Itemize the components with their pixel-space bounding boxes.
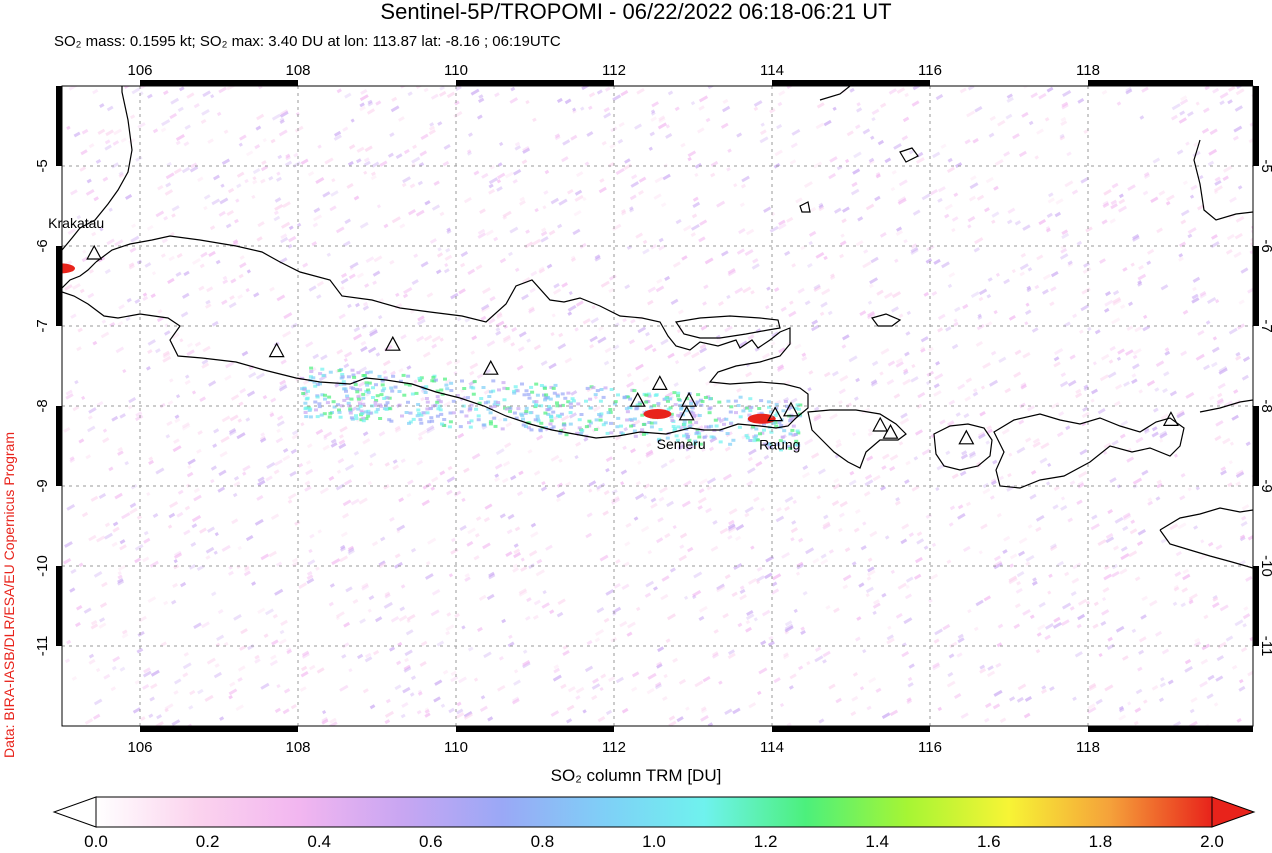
volcano-triangle-12 <box>958 429 975 445</box>
map-axes: 106 106 108 108 110 110 112 112 114 114 116 116 118 1… <box>34 62 1272 756</box>
so2-max-label: SO₂ max: <box>199 33 265 50</box>
colorbar-gradient <box>95 796 1213 828</box>
colorbar-tick-0.8: 0.8 <box>530 832 555 851</box>
colorbar-tick-2.0: 2.0 <box>1200 832 1224 851</box>
colorbar-tick-0.4: 0.4 <box>307 832 332 851</box>
coast-sumba <box>1159 507 1253 569</box>
volcano-triangle-8 <box>767 406 784 422</box>
volcano-markers: Krakatau Semeru Raung <box>48 215 1179 453</box>
volcano-triangle-4 <box>629 391 646 407</box>
so2-hotspot-0 <box>62 263 75 274</box>
coast-lombok <box>933 423 993 471</box>
colorbar-tick-0.2: 0.2 <box>195 832 220 851</box>
coast-sumatra <box>62 86 133 251</box>
coastlines <box>62 86 1253 569</box>
coast-sumbawa <box>993 413 1185 489</box>
volcano-triangle-11 <box>882 423 899 439</box>
lon-tick-bottom-114: 114 <box>760 739 784 756</box>
so2-mass-value: 0.1595 kt; <box>129 33 196 50</box>
lon-tick-top-108: 108 <box>285 62 310 79</box>
colorbar-tick-1.6: 1.6 <box>976 832 1001 851</box>
lon-tick-bottom-118: 118 <box>1076 739 1100 756</box>
lat-tick-left--11: -11 <box>34 636 51 657</box>
lon-tick-top-114: 114 <box>760 62 784 79</box>
volcano-label-semeru: Semeru <box>657 436 706 452</box>
lat-tick-right--11: -11 <box>1258 636 1272 657</box>
volcano-triangle-13 <box>1162 411 1179 426</box>
lat-tick-left--9: -9 <box>34 479 51 492</box>
so2-max-location: at lon: 113.87 lat: -8.16 ; 06:19UTC <box>327 33 561 50</box>
lat-tick-left--7: -7 <box>34 319 51 332</box>
colorbar-tick-0.0: 0.0 <box>84 832 108 851</box>
lon-tick-top-106: 106 <box>127 62 152 79</box>
lat-tick-left--8: -8 <box>34 399 51 412</box>
map-gridlines <box>62 86 1253 726</box>
coast-sumatra-south <box>62 261 97 289</box>
volcano-triangle-6 <box>678 405 695 421</box>
coast-isle-b <box>799 201 811 213</box>
lat-tick-left--5: -5 <box>34 159 51 172</box>
so2-mass-label: SO₂ mass: <box>54 33 126 50</box>
so2-hotspot-1 <box>747 413 776 424</box>
volcano-label-krakatau: Krakatau <box>48 215 104 231</box>
volcano-triangle-3 <box>482 359 499 375</box>
lon-tick-bottom-116: 116 <box>918 739 942 756</box>
volcano-triangle-1 <box>268 342 285 358</box>
colorbar-tick-1.2: 1.2 <box>753 832 778 851</box>
lat-tick-right--7: -7 <box>1258 319 1272 332</box>
coast-madura <box>674 315 781 339</box>
so2-summary: SO₂ mass: 0.1595 kt; SO₂ max: 3.40 DU at… <box>54 33 561 50</box>
lat-tick-left--10: -10 <box>34 555 51 577</box>
so2-plume <box>62 263 803 452</box>
colorbar-tick-1.4: 1.4 <box>865 832 890 851</box>
coast-flores <box>1199 399 1253 413</box>
coast-kangean <box>870 313 902 327</box>
lon-tick-top-118: 118 <box>1076 62 1100 79</box>
volcano-triangle-7 <box>681 391 698 407</box>
colorbar-title: SO₂ column TRM [DU] <box>550 766 722 785</box>
lon-tick-bottom-112: 112 <box>602 739 626 756</box>
lon-tick-bottom-106: 106 <box>127 739 152 756</box>
volcano-label-raung: Raung <box>759 437 800 453</box>
volcano-triangle-0 <box>86 244 103 260</box>
volcano-triangle-10 <box>872 416 889 432</box>
volcano-triangle-5 <box>651 375 668 390</box>
colorbar-over-arrow <box>1211 796 1256 828</box>
volcano-triangle-9 <box>782 401 799 417</box>
so2-pixel-field <box>63 86 1253 726</box>
lat-tick-right--10: -10 <box>1258 555 1272 577</box>
lat-tick-right--9: -9 <box>1258 479 1272 492</box>
so2-hotspot-2 <box>643 409 672 419</box>
coast-isle-a <box>899 147 919 163</box>
map-title: Sentinel-5P/TROPOMI - 06/22/2022 06:18-0… <box>380 0 892 24</box>
lon-tick-bottom-110: 110 <box>444 739 468 756</box>
lat-tick-right--6: -6 <box>1258 239 1272 252</box>
volcano-triangle-2 <box>384 335 401 351</box>
colorbar-tick-0.6: 0.6 <box>418 832 443 851</box>
colorbar <box>52 796 1256 828</box>
lat-tick-left--6: -6 <box>34 239 51 252</box>
coast-borneo <box>819 86 1253 221</box>
lat-tick-right--8: -8 <box>1258 399 1272 412</box>
lon-tick-top-112: 112 <box>602 62 626 79</box>
coast-bali <box>807 409 907 469</box>
lon-tick-bottom-108: 108 <box>285 739 310 756</box>
colorbar-under-arrow <box>52 796 97 828</box>
coast-java <box>62 235 809 439</box>
lat-tick-right--5: -5 <box>1258 159 1272 172</box>
colorbar-tick-1.0: 1.0 <box>642 832 666 851</box>
lon-tick-top-116: 116 <box>918 62 942 79</box>
lon-tick-top-110: 110 <box>444 62 468 79</box>
so2-max-value: 3.40 DU <box>268 33 324 50</box>
colorbar-tick-1.8: 1.8 <box>1088 832 1113 851</box>
